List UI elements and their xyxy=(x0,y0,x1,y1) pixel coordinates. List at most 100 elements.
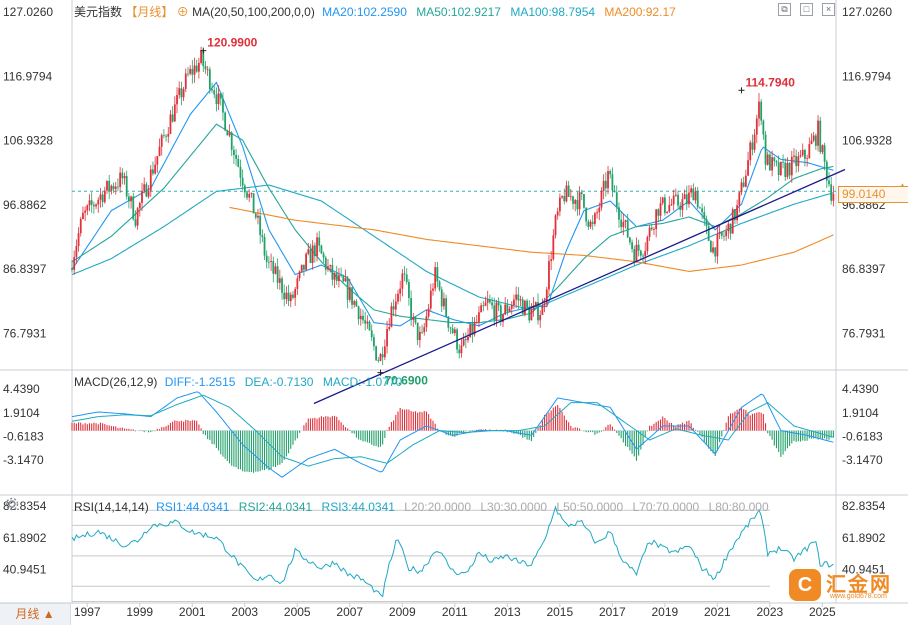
candle-body xyxy=(609,171,612,175)
candle-body xyxy=(480,305,483,313)
candle-body xyxy=(513,299,515,306)
candle-body xyxy=(75,246,78,258)
candle-body xyxy=(222,98,224,113)
candle-body xyxy=(825,161,828,181)
candle-body xyxy=(309,249,312,263)
candle-body xyxy=(572,196,574,204)
candle-body xyxy=(381,354,384,358)
candle-body xyxy=(397,293,399,302)
close-icon[interactable]: × xyxy=(822,3,835,16)
candle-body xyxy=(832,194,835,201)
price-tick-label-left: 96.8862 xyxy=(3,198,47,212)
macd-diff-line xyxy=(71,391,834,478)
candle-body xyxy=(539,314,542,321)
rsi-tick-label-right: 61.8902 xyxy=(842,531,886,545)
candle-body xyxy=(338,275,340,282)
candle-body xyxy=(528,306,531,321)
macd-tick-label-right: 1.9104 xyxy=(842,406,879,420)
time-tick-label: 2001 xyxy=(179,605,206,619)
candle-body xyxy=(653,229,655,230)
candle-body xyxy=(388,327,391,330)
candle-body xyxy=(734,209,736,221)
symbol-name: 美元指数 xyxy=(74,5,123,19)
candle-body xyxy=(121,172,124,179)
candle-body xyxy=(677,194,679,206)
time-tick-label: 1997 xyxy=(74,605,101,619)
candle-body xyxy=(449,327,452,329)
candle-body xyxy=(123,175,126,179)
candle-body xyxy=(73,257,76,270)
candle-body xyxy=(145,184,148,197)
rsi-title[interactable]: RSI(14,14,14) xyxy=(74,500,149,514)
candle-body xyxy=(576,200,579,210)
candle-body xyxy=(705,219,708,227)
candle-body xyxy=(491,302,493,306)
candle-body xyxy=(101,194,104,203)
candle-body xyxy=(779,161,782,176)
candle-body xyxy=(257,215,259,218)
candle-body xyxy=(429,290,432,309)
candle-body xyxy=(307,249,310,254)
expand-icon[interactable]: □ xyxy=(800,3,813,16)
candle-body xyxy=(230,132,233,150)
candle-body xyxy=(622,221,625,228)
candle-body xyxy=(504,304,507,315)
timeframe-tab[interactable]: 月线 ▲ xyxy=(0,603,71,625)
popout-icon[interactable]: ⧉ xyxy=(778,3,791,16)
rsi-tick-label-right: 40.9451 xyxy=(842,563,886,577)
gear-icon[interactable] xyxy=(5,497,19,511)
macd-tick-label-left: -0.6183 xyxy=(3,429,44,443)
candle-body xyxy=(436,267,439,282)
ma-settings-label[interactable]: MA(20,50,100,200,0,0) xyxy=(192,5,315,19)
candle-body xyxy=(672,195,675,205)
candle-body xyxy=(657,209,660,216)
candle-body xyxy=(683,194,686,200)
candle-body xyxy=(788,162,791,176)
candle-body xyxy=(84,210,87,213)
candle-body xyxy=(462,339,465,346)
candle-body xyxy=(729,223,732,234)
candle-body xyxy=(769,154,771,171)
candle-body xyxy=(300,264,303,272)
macd-title[interactable]: MACD(26,12,9) xyxy=(74,375,158,389)
candle-body xyxy=(292,294,294,298)
candle-body xyxy=(92,204,95,207)
candle-body xyxy=(707,226,710,241)
time-tick-label: 2007 xyxy=(336,605,363,619)
ma200-line xyxy=(229,206,834,272)
candle-body xyxy=(351,287,353,305)
candle-body xyxy=(401,273,404,289)
candle-body xyxy=(176,95,178,105)
candle-body xyxy=(274,266,277,274)
zoom-icon[interactable]: ⊕ xyxy=(176,5,189,19)
candle-body xyxy=(289,294,292,302)
candle-body xyxy=(327,266,329,270)
candle-body xyxy=(394,301,397,310)
candle-body xyxy=(600,190,603,208)
candle-body xyxy=(751,142,754,150)
candle-body xyxy=(718,231,721,235)
candle-body xyxy=(823,145,826,162)
candle-body xyxy=(469,324,472,337)
candle-body xyxy=(602,180,605,191)
candle-body xyxy=(709,240,712,253)
candle-body xyxy=(392,306,395,310)
candle-body xyxy=(134,219,137,226)
candle-body xyxy=(342,275,345,282)
candle-body xyxy=(589,221,592,227)
candle-body xyxy=(620,219,623,228)
candle-body xyxy=(77,233,80,247)
candle-body xyxy=(311,245,314,263)
time-tick-label: 2009 xyxy=(389,605,416,619)
time-tick-label: 2005 xyxy=(284,605,311,619)
candle-body xyxy=(259,215,262,236)
candle-body xyxy=(696,191,699,208)
price-tick-label-left: 106.9328 xyxy=(3,134,53,148)
candle-body xyxy=(817,120,819,146)
candle-body xyxy=(716,234,719,257)
candle-body xyxy=(473,322,476,335)
candle-body xyxy=(453,329,456,334)
candlestick-series xyxy=(71,46,835,366)
candle-body xyxy=(405,274,408,283)
candle-body xyxy=(268,261,270,263)
